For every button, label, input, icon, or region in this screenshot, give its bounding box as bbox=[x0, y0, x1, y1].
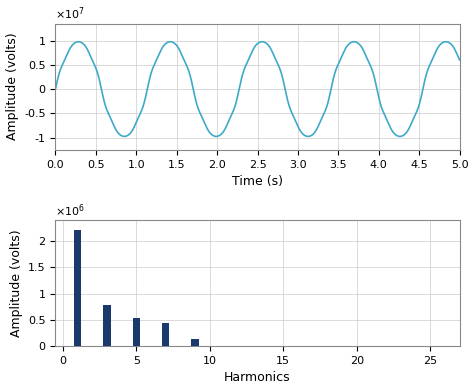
Y-axis label: Amplitude (volts): Amplitude (volts) bbox=[9, 229, 23, 337]
Text: $\times10^6$: $\times10^6$ bbox=[55, 202, 85, 219]
X-axis label: Time (s): Time (s) bbox=[232, 175, 283, 188]
Y-axis label: Amplitude (volts): Amplitude (volts) bbox=[6, 33, 18, 140]
Bar bbox=[191, 339, 199, 346]
Bar bbox=[103, 305, 110, 346]
Bar bbox=[162, 323, 169, 346]
X-axis label: Harmonics: Harmonics bbox=[224, 371, 291, 385]
Bar bbox=[133, 318, 140, 346]
Text: $\times10^7$: $\times10^7$ bbox=[55, 6, 85, 22]
Bar bbox=[74, 230, 81, 346]
